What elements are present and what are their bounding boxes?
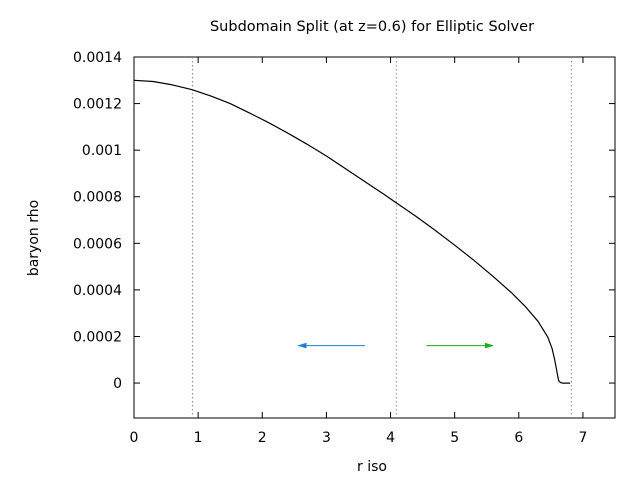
x-tick-label: 5	[450, 430, 459, 446]
arrow-head	[484, 342, 494, 349]
x-tick-label: 2	[258, 430, 267, 446]
x-tick-label: 3	[322, 430, 331, 446]
arrow-head	[297, 342, 307, 349]
x-axis-label: r iso	[357, 459, 387, 475]
x-tick-label: 4	[386, 430, 395, 446]
y-tick-label: 0.0004	[73, 283, 122, 299]
y-axis-ticks: 0 0.0002 0.0004 0.0006 0.0008 0.001 0.0012 0.00…	[73, 50, 615, 392]
y-tick-label: 0.0006	[73, 236, 122, 252]
x-tick-label: 6	[514, 430, 523, 446]
y-tick-label: 0.0002	[73, 329, 122, 345]
y-tick-label: 0.001	[82, 143, 122, 159]
x-tick-label: 0	[130, 430, 139, 446]
series-line-0	[133, 79, 571, 384]
chart-title: Subdomain Split (at z=0.6) for Elliptic …	[210, 19, 534, 35]
arrows-group	[297, 342, 494, 349]
arrow-0	[297, 342, 365, 349]
y-tick-label: 0	[113, 376, 122, 392]
arrow-1	[426, 342, 494, 349]
y-tick-label: 0.0012	[73, 97, 122, 113]
x-tick-label: 1	[194, 430, 203, 446]
y-tick-label: 0.0008	[73, 190, 122, 206]
x-axis-ticks: 0 1 2 3 4 5 6 7	[130, 57, 587, 446]
subdomain-boundaries	[191, 57, 572, 418]
y-axis-label: baryon rho	[26, 200, 42, 276]
series-group	[133, 79, 571, 384]
plot-frame	[133, 56, 616, 419]
y-tick-label: 0.0014	[73, 50, 122, 66]
x-tick-label: 7	[578, 430, 587, 446]
